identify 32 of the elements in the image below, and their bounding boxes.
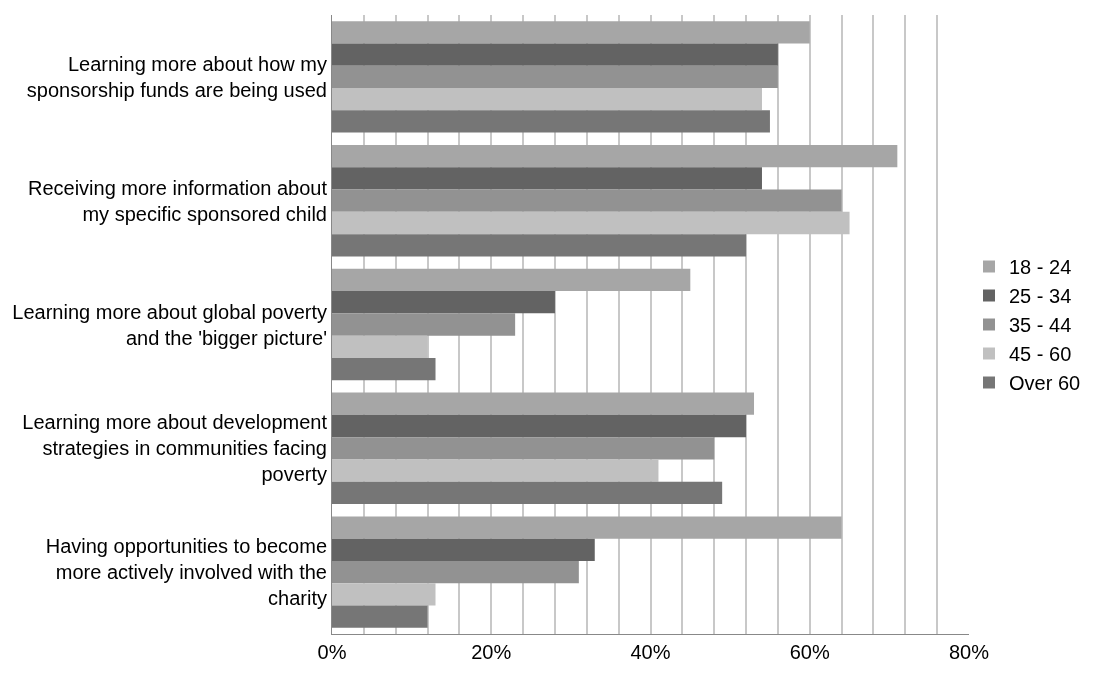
bar: [332, 538, 595, 561]
bar: [332, 21, 810, 44]
x-tick-label: 20%: [471, 641, 512, 663]
bar: [332, 268, 691, 292]
bar: [332, 392, 755, 415]
legend-label: 18 - 24: [1009, 256, 1072, 279]
bar: [332, 414, 747, 438]
legend-label: 25 - 34: [1009, 285, 1072, 308]
bar: [332, 234, 747, 257]
bar: [332, 167, 762, 190]
bar: [332, 144, 898, 168]
x-tick-label: 40%: [630, 641, 671, 663]
y-tick-label: Learning more about development strategies in communities facing poverty: [22, 411, 328, 486]
x-tick-label: 0%: [317, 641, 347, 663]
y-tick-label: Learning more about global poverty and the 'bigger picture': [12, 300, 327, 349]
bar: [332, 110, 770, 133]
bar: [332, 88, 762, 111]
legend-label: 35 - 44: [1009, 314, 1072, 337]
x-tick-label: 60%: [789, 641, 830, 663]
legend-label: 45 - 60: [1009, 343, 1072, 366]
y-tick-label: Receiving more information about my specific sponsored child: [27, 176, 328, 225]
bar: [332, 43, 778, 66]
bar: [332, 459, 659, 482]
bar: [332, 357, 436, 381]
bar: [332, 291, 555, 314]
x-tick-label: 80%: [948, 641, 990, 663]
y-tick-label: Having opportunities to become more actively involved with the charity: [45, 535, 327, 610]
legend-label: Over 60: [1009, 372, 1081, 395]
y-tick-label: Learning more about how my sponsorship funds are being used: [26, 52, 327, 101]
bar: [332, 516, 842, 539]
bar: [332, 481, 723, 505]
bar: [332, 605, 428, 628]
